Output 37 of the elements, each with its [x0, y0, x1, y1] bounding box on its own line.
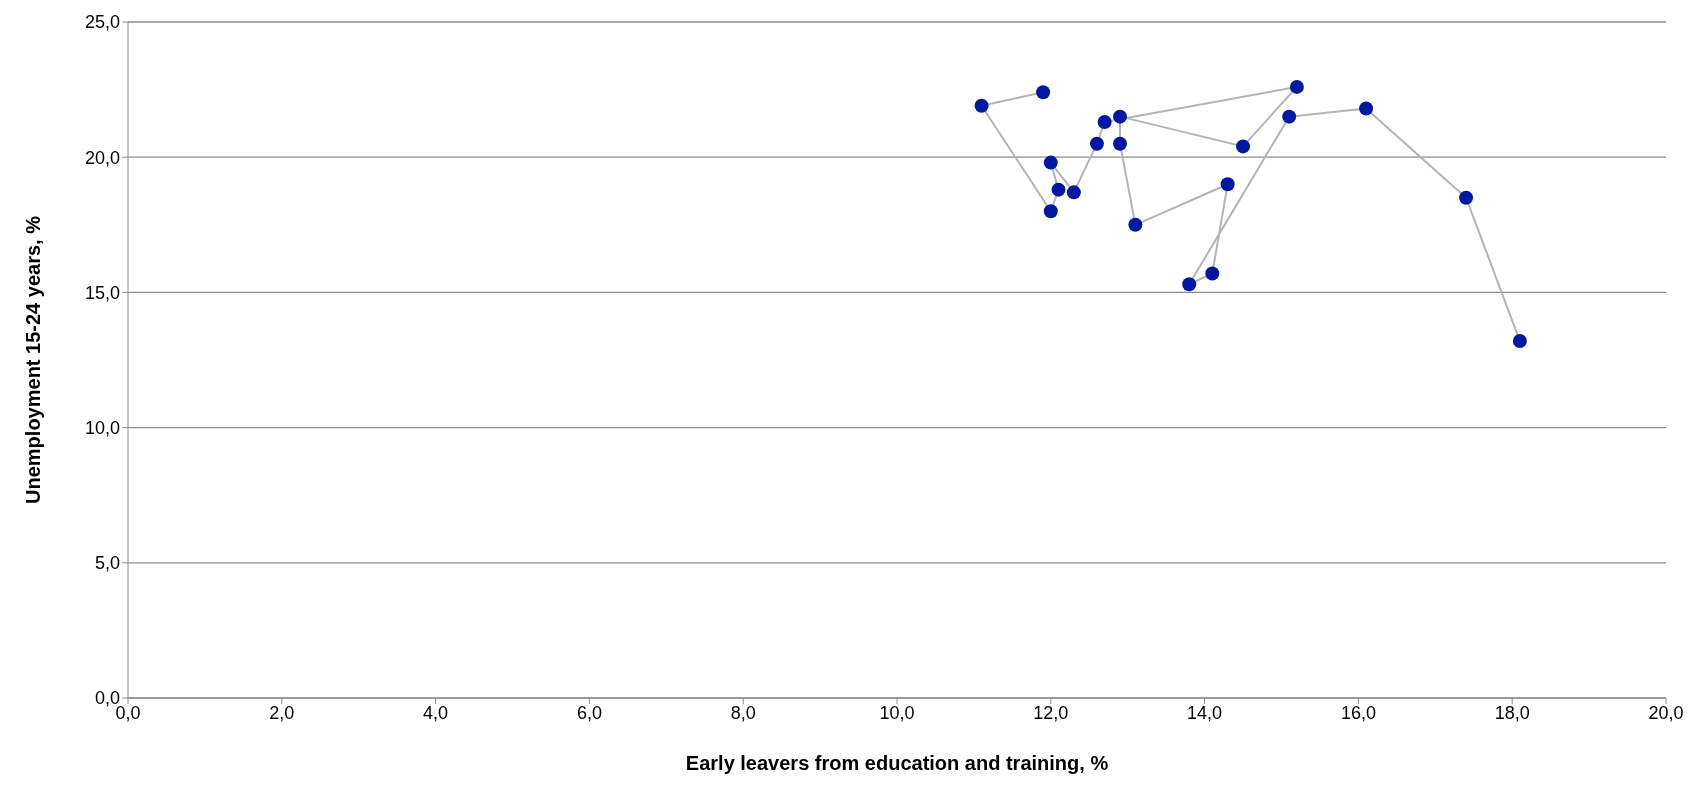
point	[1051, 182, 1066, 197]
point	[1113, 109, 1128, 124]
y-tick-label: 10,0	[84, 417, 120, 438]
point	[1205, 266, 1220, 281]
point	[1043, 204, 1058, 219]
x-tick-label: 6,0	[576, 702, 602, 723]
x-axis-title: Early leavers from education and training, %	[685, 752, 1109, 774]
x-tick-label: 2,0	[269, 702, 295, 723]
point	[1113, 136, 1128, 151]
point	[1236, 139, 1251, 154]
point	[1089, 136, 1104, 151]
point	[1220, 177, 1235, 192]
x-tick-label: 10,0	[879, 702, 915, 723]
point	[1043, 155, 1058, 170]
x-tick-label: 8,0	[730, 702, 756, 723]
point	[1036, 85, 1051, 100]
x-tick-label: 4,0	[423, 702, 449, 723]
point	[1097, 115, 1112, 130]
y-tick-label: 5,0	[94, 553, 120, 574]
y-tick-label: 25,0	[84, 12, 120, 33]
point	[1066, 185, 1081, 200]
point	[1289, 79, 1304, 94]
point	[1459, 190, 1474, 205]
point	[1282, 109, 1297, 124]
point	[974, 98, 989, 113]
x-tick-label: 14,0	[1187, 702, 1223, 723]
x-tick-label: 20,0	[1648, 702, 1684, 723]
point	[1182, 277, 1197, 292]
y-axis-title: Unemployment 15-24 years, %	[22, 215, 45, 504]
x-tick-label: 16,0	[1340, 702, 1376, 723]
point	[1359, 101, 1374, 116]
x-tick-label: 12,0	[1033, 702, 1069, 723]
x-tick-label: 18,0	[1494, 702, 1530, 723]
point	[1128, 217, 1143, 232]
y-tick-label: 20,0	[84, 147, 120, 168]
y-tick-label: 15,0	[84, 282, 120, 303]
point	[1512, 334, 1527, 349]
